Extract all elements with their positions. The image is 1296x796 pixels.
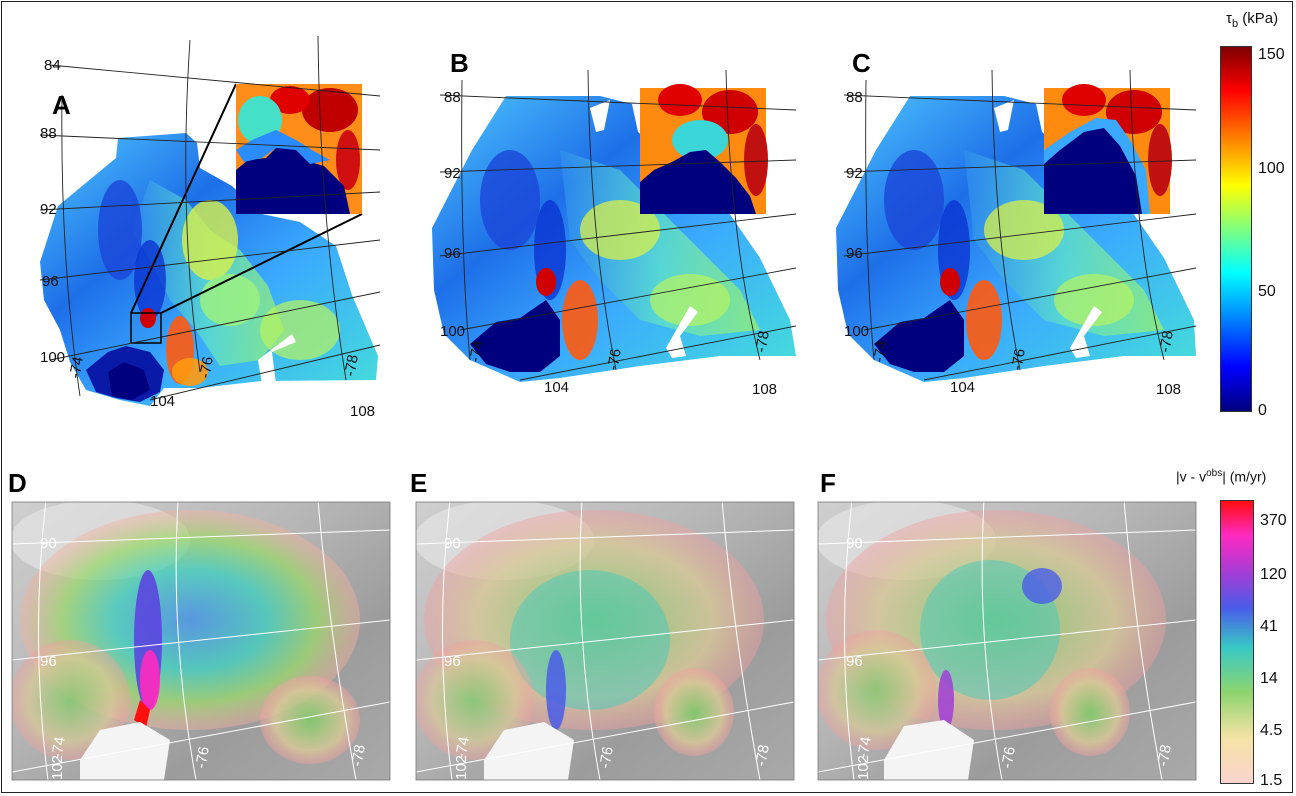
svg-text:-78: -78 xyxy=(1156,329,1177,353)
svg-text:88: 88 xyxy=(444,89,461,106)
svg-text:-76: -76 xyxy=(596,745,617,769)
svg-text:-76: -76 xyxy=(998,745,1019,769)
svg-text:100: 100 xyxy=(440,323,465,340)
panel-label-c: C xyxy=(852,48,871,78)
svg-text:108: 108 xyxy=(1156,381,1181,398)
panel-d-map xyxy=(12,502,390,780)
colorbar-vel-tick: 1.5 xyxy=(1260,772,1283,789)
colorbar-vel xyxy=(1220,500,1254,784)
colorbar-vel-tick: 41 xyxy=(1260,618,1278,635)
colorbar-tau-tick: 150 xyxy=(1258,46,1285,63)
svg-text:100: 100 xyxy=(40,349,65,366)
svg-text:-76: -76 xyxy=(196,355,217,379)
colorbar-tau xyxy=(1220,46,1252,412)
svg-text:-78: -78 xyxy=(341,353,362,377)
panel-e-ticks: 90 96 102 -74 -76 -78 xyxy=(444,535,773,780)
svg-text:96: 96 xyxy=(42,273,59,290)
colorbar-vel-tick: 4.5 xyxy=(1260,722,1283,739)
svg-text:102: 102 xyxy=(49,755,66,780)
svg-text:-74: -74 xyxy=(66,355,87,379)
panel-f-map xyxy=(818,502,1196,780)
svg-text:104: 104 xyxy=(950,379,975,396)
svg-text:-74: -74 xyxy=(452,735,473,759)
panel-label-f: F xyxy=(820,468,836,498)
panel-e-grid xyxy=(416,502,794,780)
svg-text:-78: -78 xyxy=(1154,743,1175,767)
colorbar-vel-tick: 370 xyxy=(1260,512,1287,529)
svg-text:90: 90 xyxy=(444,535,461,552)
panel-label-e: E xyxy=(410,468,428,498)
svg-text:-78: -78 xyxy=(752,329,773,353)
svg-text:96: 96 xyxy=(846,245,863,262)
panel-f-ticks: 90 96 102 -74 -76 -78 xyxy=(846,535,1175,780)
svg-text:-74: -74 xyxy=(870,339,891,363)
colorbar-vel-tick: 14 xyxy=(1260,670,1278,687)
panel-label-a: A xyxy=(52,90,71,120)
panel-d-grid xyxy=(12,502,390,780)
svg-text:88: 88 xyxy=(40,125,57,142)
svg-text:96: 96 xyxy=(846,653,863,670)
svg-text:96: 96 xyxy=(444,653,461,670)
svg-text:-76: -76 xyxy=(604,347,625,371)
colorbar-tau-tick: 0 xyxy=(1258,402,1267,419)
colorbar-tau-tick: 100 xyxy=(1258,160,1285,177)
panel-a-map xyxy=(40,83,378,406)
colorbar-tau-title: τb (kPa) xyxy=(1226,10,1279,30)
colorbar-vel-tick: 120 xyxy=(1260,566,1287,583)
svg-text:108: 108 xyxy=(350,403,375,420)
svg-text:92: 92 xyxy=(40,201,57,218)
svg-text:-78: -78 xyxy=(348,743,369,767)
svg-text:96: 96 xyxy=(40,653,57,670)
svg-text:100: 100 xyxy=(844,323,869,340)
panel-b-map xyxy=(432,84,796,382)
panel-label-d: D xyxy=(8,468,27,498)
panel-f-grid xyxy=(818,502,1196,780)
svg-text:90: 90 xyxy=(846,535,863,552)
svg-text:108: 108 xyxy=(752,381,777,398)
panel-c-ticks: 88 92 96 100 104 108 -74 -76 -78 xyxy=(844,89,1181,398)
svg-text:88: 88 xyxy=(846,89,863,106)
svg-text:-74: -74 xyxy=(854,735,875,759)
top-maps: 84 88 92 96 100 104 108 -74 -76 -78 xyxy=(39,35,1197,420)
svg-text:-74: -74 xyxy=(48,735,69,759)
svg-text:90: 90 xyxy=(40,535,57,552)
panel-label-b: B xyxy=(450,48,469,78)
panel-b-ticks: 88 92 96 100 104 108 -74 -76 -78 xyxy=(440,89,777,398)
colorbar-tau-tick: 50 xyxy=(1258,283,1276,300)
svg-text:92: 92 xyxy=(846,165,863,182)
svg-text:-76: -76 xyxy=(192,745,213,769)
svg-text:102: 102 xyxy=(855,755,872,780)
panel-d-ticks: 90 96 102 -74 -76 -78 xyxy=(40,535,369,780)
colorbar-vel-title: |v - vobs| (m/yr) xyxy=(1176,468,1267,485)
svg-text:104: 104 xyxy=(150,393,175,410)
panel-c-map xyxy=(836,84,1196,382)
panel-a-ticks: 84 88 92 96 100 104 108 -74 -76 -78 xyxy=(40,57,375,420)
panel-b-grid xyxy=(439,69,797,381)
svg-text:92: 92 xyxy=(444,165,461,182)
svg-text:-74: -74 xyxy=(466,339,487,363)
svg-text:-76: -76 xyxy=(1008,347,1029,371)
svg-text:102: 102 xyxy=(453,755,470,780)
svg-text:104: 104 xyxy=(544,379,569,396)
panel-a-grid xyxy=(39,35,381,401)
panel-c-grid xyxy=(843,69,1197,381)
svg-text:96: 96 xyxy=(444,245,461,262)
svg-text:84: 84 xyxy=(44,57,61,74)
svg-text:-78: -78 xyxy=(752,743,773,767)
